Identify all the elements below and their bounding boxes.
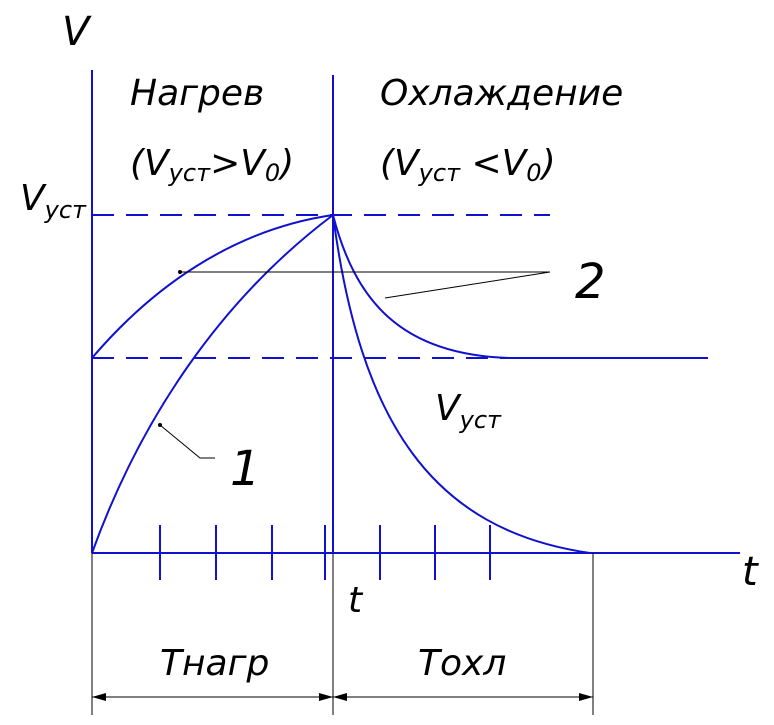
callout: 2 [575, 254, 606, 310]
heating-condition: (Vуст>V0) [130, 143, 294, 187]
time-mark: t [348, 580, 364, 621]
reference-lines [92, 214, 708, 359]
cooling-time: Тохл [418, 643, 506, 684]
curves [91, 214, 591, 554]
callout: 1 [230, 441, 261, 497]
curve-label: Vуст [435, 388, 502, 434]
axis-label: t [742, 549, 759, 595]
ticks [159, 525, 491, 580]
axes [91, 70, 740, 554]
cooling-title: Охлаждение [380, 73, 623, 114]
steady-label: Vуст [20, 178, 87, 224]
cooling-condition: (Vуст <V0) [380, 143, 556, 187]
heating-title: Нагрев [130, 73, 264, 114]
leaders [158, 270, 551, 459]
dimensions [91, 553, 594, 715]
heating-time: Тнагр [160, 643, 269, 684]
axis-label: V [62, 9, 92, 55]
